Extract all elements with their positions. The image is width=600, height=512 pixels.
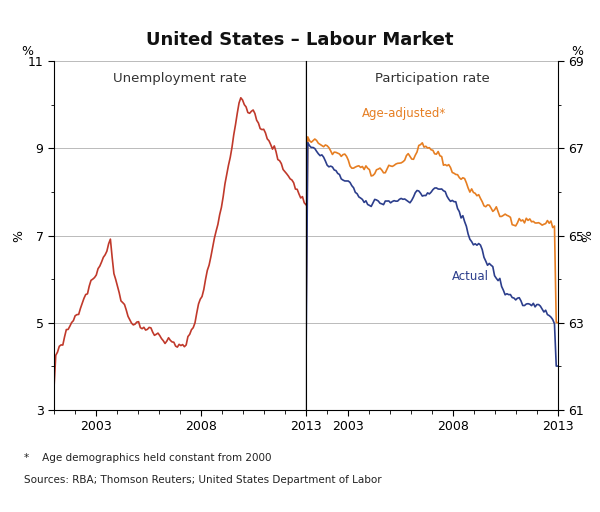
Text: %: % xyxy=(21,45,33,58)
Text: %: % xyxy=(571,45,583,58)
Text: Actual: Actual xyxy=(452,270,489,283)
Text: Age-adjusted*: Age-adjusted* xyxy=(361,106,446,120)
Text: Participation rate: Participation rate xyxy=(374,72,490,85)
Text: United States – Labour Market: United States – Labour Market xyxy=(146,31,454,49)
Text: Unemployment rate: Unemployment rate xyxy=(113,72,247,85)
Text: *    Age demographics held constant from 2000: * Age demographics held constant from 20… xyxy=(24,453,271,463)
Text: Sources: RBA; Thomson Reuters; United States Department of Labor: Sources: RBA; Thomson Reuters; United St… xyxy=(24,475,382,485)
Y-axis label: %: % xyxy=(577,229,590,242)
Y-axis label: %: % xyxy=(12,229,25,242)
